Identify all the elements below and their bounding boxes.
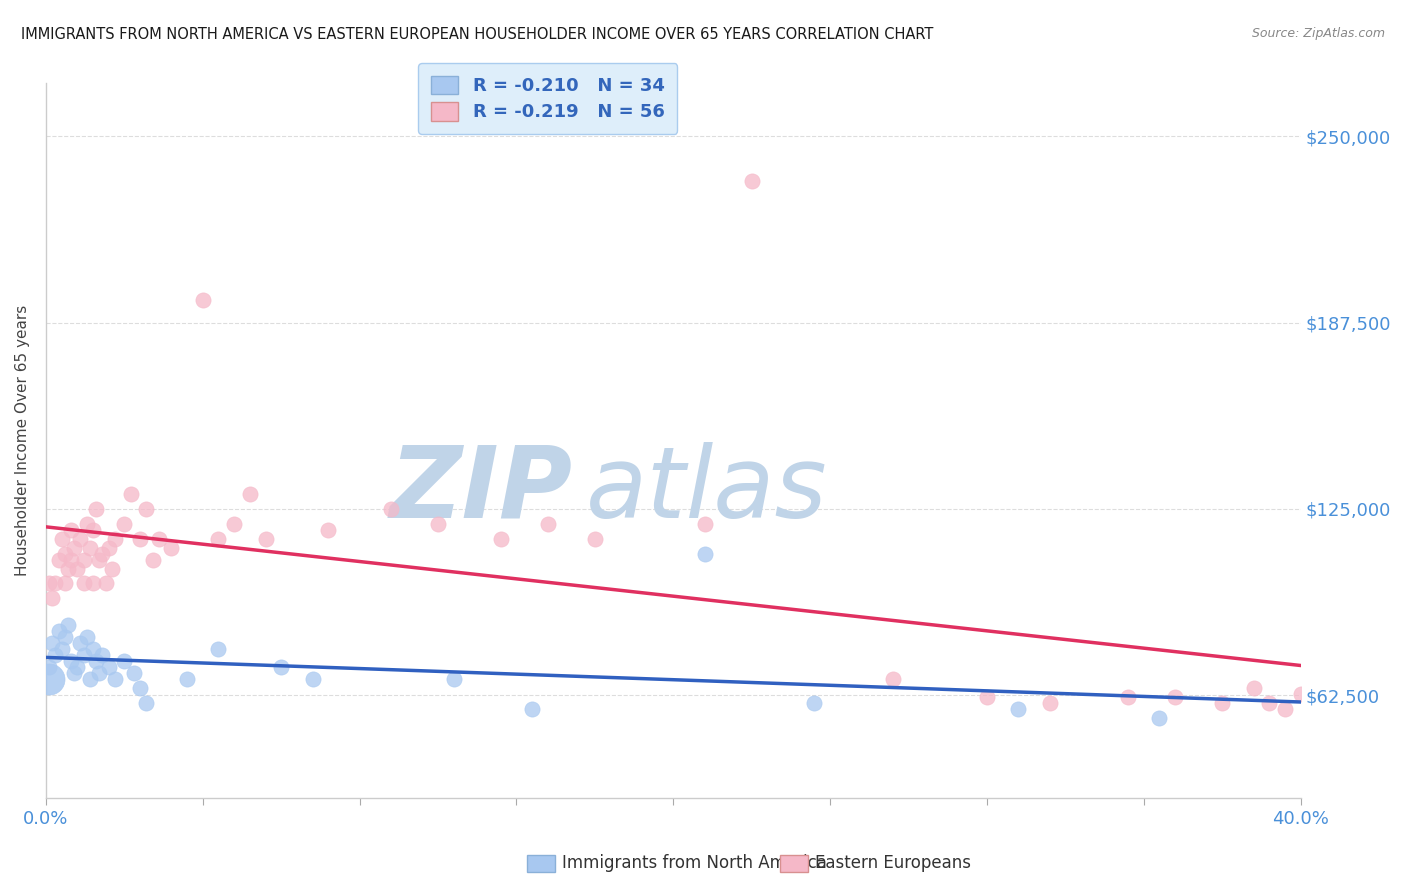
- Point: [316, 523, 339, 537]
- Point: [142, 552, 165, 566]
- Point: [101, 561, 124, 575]
- Point: [72, 552, 94, 566]
- Point: [56, 618, 79, 632]
- Point: [91, 648, 114, 662]
- Point: [129, 681, 152, 695]
- Point: [693, 516, 716, 531]
- Point: [38, 660, 60, 674]
- Point: [76, 516, 98, 531]
- Point: [104, 672, 127, 686]
- Point: [104, 532, 127, 546]
- Point: [89, 552, 111, 566]
- Point: [53, 630, 76, 644]
- Point: [38, 672, 60, 686]
- Point: [69, 636, 91, 650]
- Text: Eastern Europeans: Eastern Europeans: [815, 855, 972, 872]
- Point: [427, 516, 450, 531]
- Point: [69, 532, 91, 546]
- Text: ZIP: ZIP: [389, 442, 572, 539]
- Point: [82, 523, 104, 537]
- Point: [56, 561, 79, 575]
- Point: [60, 552, 83, 566]
- Point: [1258, 696, 1281, 710]
- Point: [53, 576, 76, 591]
- Point: [79, 672, 101, 686]
- Point: [79, 541, 101, 555]
- Point: [60, 523, 83, 537]
- Point: [224, 516, 246, 531]
- Point: [38, 576, 60, 591]
- Point: [129, 532, 152, 546]
- Point: [135, 696, 157, 710]
- Text: Source: ZipAtlas.com: Source: ZipAtlas.com: [1251, 27, 1385, 40]
- Point: [72, 576, 94, 591]
- Point: [76, 630, 98, 644]
- Point: [443, 672, 465, 686]
- Point: [41, 591, 63, 606]
- Point: [489, 532, 512, 546]
- Point: [176, 672, 198, 686]
- Text: Immigrants from North America: Immigrants from North America: [562, 855, 827, 872]
- Point: [693, 547, 716, 561]
- Text: atlas: atlas: [585, 442, 827, 539]
- Point: [380, 502, 402, 516]
- Point: [1243, 681, 1265, 695]
- Point: [97, 541, 120, 555]
- Point: [254, 532, 277, 546]
- Point: [60, 654, 83, 668]
- Point: [135, 502, 157, 516]
- Y-axis label: Householder Income Over 65 years: Householder Income Over 65 years: [15, 305, 30, 576]
- Text: IMMIGRANTS FROM NORTH AMERICA VS EASTERN EUROPEAN HOUSEHOLDER INCOME OVER 65 YEA: IMMIGRANTS FROM NORTH AMERICA VS EASTERN…: [21, 27, 934, 42]
- Point: [160, 541, 183, 555]
- Point: [520, 701, 543, 715]
- Point: [48, 552, 70, 566]
- Point: [882, 672, 904, 686]
- Point: [66, 660, 89, 674]
- Point: [53, 547, 76, 561]
- Point: [91, 547, 114, 561]
- Point: [741, 174, 763, 188]
- Point: [1274, 701, 1296, 715]
- Point: [51, 532, 73, 546]
- Point: [1007, 701, 1029, 715]
- Point: [239, 487, 262, 501]
- Point: [1211, 696, 1233, 710]
- Point: [48, 624, 70, 639]
- Point: [120, 487, 142, 501]
- Point: [63, 665, 86, 680]
- Point: [51, 642, 73, 657]
- Point: [1116, 690, 1139, 704]
- Point: [301, 672, 323, 686]
- Point: [84, 502, 107, 516]
- Point: [148, 532, 170, 546]
- Point: [803, 696, 825, 710]
- Point: [207, 642, 229, 657]
- Point: [97, 660, 120, 674]
- Point: [82, 642, 104, 657]
- Point: [270, 660, 292, 674]
- Point: [112, 654, 135, 668]
- Point: [976, 690, 998, 704]
- Point: [41, 636, 63, 650]
- Point: [583, 532, 606, 546]
- Point: [112, 516, 135, 531]
- Point: [191, 293, 214, 308]
- Point: [63, 541, 86, 555]
- Point: [1149, 711, 1171, 725]
- Point: [122, 665, 145, 680]
- Point: [537, 516, 560, 531]
- Point: [82, 576, 104, 591]
- Point: [1289, 687, 1312, 701]
- Point: [44, 576, 66, 591]
- Point: [94, 576, 117, 591]
- Legend: R = -0.210   N = 34, R = -0.219   N = 56: R = -0.210 N = 34, R = -0.219 N = 56: [419, 63, 678, 134]
- Point: [1164, 690, 1187, 704]
- Point: [84, 654, 107, 668]
- Point: [66, 561, 89, 575]
- Point: [89, 665, 111, 680]
- Point: [44, 648, 66, 662]
- Point: [72, 648, 94, 662]
- Point: [207, 532, 229, 546]
- Point: [1039, 696, 1062, 710]
